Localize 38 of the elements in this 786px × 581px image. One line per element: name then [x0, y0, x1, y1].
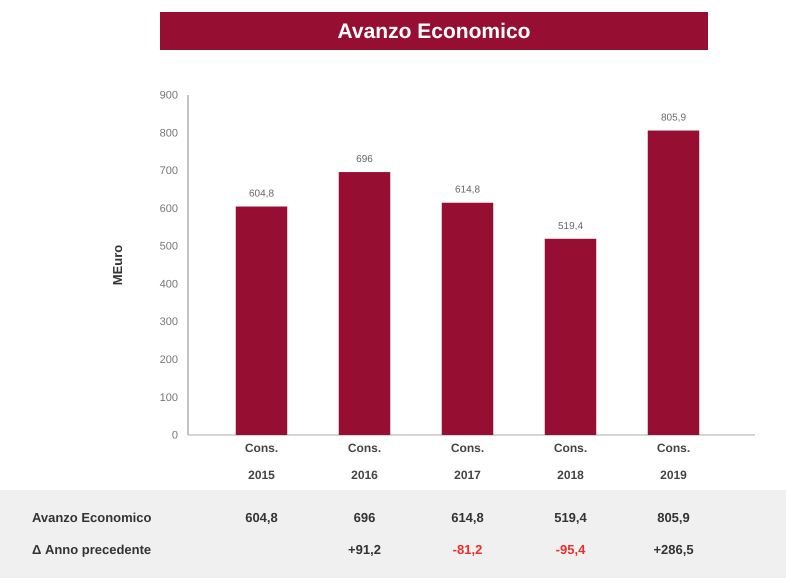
x-tick-label: Cons. 2015 [244, 441, 278, 482]
data-label: 805,9 [657, 510, 690, 525]
y-tick-label: 700 [160, 165, 178, 178]
y-axis-title: MEuro [110, 244, 125, 286]
bar [442, 202, 494, 435]
data-label: 519,4 [554, 510, 588, 525]
bar [648, 130, 700, 435]
text: Avanzo Economico [32, 510, 152, 525]
bar [544, 238, 596, 435]
data-label: 604,8 [245, 510, 278, 525]
text: 604,8 [248, 188, 274, 200]
y-tick-label: 0 [172, 430, 178, 442]
bar [338, 172, 390, 435]
data-label: 696 [354, 510, 376, 525]
y-tick-label: 300 [160, 316, 178, 328]
text: +91,2 [348, 542, 381, 557]
y-tick-label: 800 [160, 127, 178, 140]
text: 614,8 [454, 184, 480, 196]
data-label: 614,8 [451, 510, 484, 525]
x-tick-label: Cons. 2018 [554, 441, 588, 482]
y-tick-label: 400 [160, 278, 178, 290]
y-tick-label: 500 [160, 240, 178, 253]
text: 519,4 [558, 220, 584, 232]
x-tick-label: Cons. 2016 [348, 441, 382, 482]
text: Δ Anno precedente [32, 542, 152, 557]
y-tick-label: 200 [160, 354, 178, 366]
text: -81,2 [452, 542, 482, 557]
x-tick-label: Cons. 2017 [450, 441, 484, 482]
chart-title: Avanzo Economico [338, 20, 530, 43]
text: 805,9 [660, 112, 686, 124]
y-tick-label: 600 [160, 202, 178, 215]
x-tick-label: Cons. 2019 [656, 441, 690, 482]
text: -95,4 [556, 542, 586, 557]
text: +286,5 [653, 542, 694, 557]
y-tick-label: 900 [160, 90, 178, 102]
text: 696 [356, 154, 373, 166]
bar [236, 206, 288, 435]
y-tick-label: 100 [160, 392, 178, 404]
